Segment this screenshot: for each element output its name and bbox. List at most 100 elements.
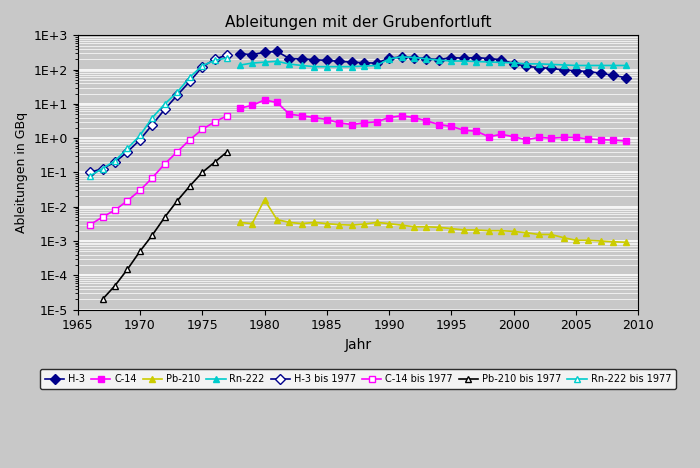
H-3 [547,66,555,71]
H-3 bis 1977 [111,159,119,165]
C-14 [447,124,456,129]
Pb-210 bis 1977 [123,266,132,272]
Rn-222 bis 1977 [198,63,206,68]
Y-axis label: Ableitungen in GBq: Ableitungen in GBq [15,112,28,233]
H-3 bis 1977 [161,106,169,112]
Rn-222 [522,61,531,66]
H-3 bis 1977 [198,64,206,70]
Rn-222 bis 1977 [136,132,144,138]
H-3 [260,50,269,55]
H-3 bis 1977 [173,92,181,98]
Pb-210 [248,221,256,227]
H-3 [422,56,430,61]
Rn-222 [335,64,344,69]
H-3 [510,61,518,66]
C-14 [347,122,356,127]
Pb-210 bis 1977 [99,296,107,302]
H-3 [472,55,480,60]
H-3 [572,68,580,73]
Rn-222 [484,59,493,65]
Pb-210 [435,225,443,230]
C-14 [497,132,505,137]
Pb-210 bis 1977 [136,249,144,254]
Pb-210 [360,221,368,227]
C-14 bis 1977 [86,222,94,227]
C-14 bis 1977 [161,161,169,167]
Pb-210 [497,228,505,234]
Rn-222 [273,58,281,64]
H-3 [596,71,605,76]
C-14 [534,135,542,140]
Pb-210 [235,219,244,225]
H-3 [622,75,630,80]
H-3 [609,73,617,78]
Rn-222 bis 1977 [111,158,119,163]
H-3 [273,49,281,54]
Pb-210 [335,222,344,227]
Rn-222 [460,58,468,64]
Pb-210 [472,227,480,233]
C-14 bis 1977 [148,175,157,181]
Pb-210 bis 1977 [161,214,169,220]
Legend: H-3, C-14, Pb-210, Rn-222, H-3 bis 1977, C-14 bis 1977, Pb-210 bis 1977, Rn-222 : H-3, C-14, Pb-210, Rn-222, H-3 bis 1977,… [40,369,676,389]
C-14 [622,139,630,144]
C-14 [435,122,443,127]
C-14 bis 1977 [198,127,206,132]
Pb-210 [310,219,319,225]
H-3 [323,58,331,63]
Rn-222 [372,63,381,68]
C-14 bis 1977 [99,214,107,220]
Rn-222 [609,63,617,68]
Rn-222 [497,59,505,65]
H-3 [335,58,344,64]
H-3 [460,55,468,61]
H-3 bis 1977 [211,57,219,62]
C-14 [460,127,468,133]
Rn-222 [447,58,456,64]
Rn-222 bis 1977 [211,58,219,63]
H-3 bis 1977 [223,52,231,58]
C-14 bis 1977 [123,198,132,204]
Rn-222 bis 1977 [223,55,231,61]
Rn-222 [385,56,393,62]
C-14 [559,135,568,140]
H-3 bis 1977 [99,166,107,171]
C-14 [472,128,480,134]
Rn-222 bis 1977 [86,173,94,179]
H-3 [398,54,406,60]
Line: Pb-210: Pb-210 [236,196,629,246]
Title: Ableitungen mit der Grubenfortluft: Ableitungen mit der Grubenfortluft [225,15,491,30]
Pb-210 [398,222,406,228]
H-3 [248,52,256,58]
Pb-210 [385,221,393,227]
H-3 bis 1977 [186,79,194,84]
Pb-210 [298,221,306,227]
C-14 [273,100,281,105]
Rn-222 [260,59,269,65]
Pb-210 [285,219,293,225]
Rn-222 [347,64,356,69]
Rn-222 [622,63,630,68]
Line: H-3 bis 1977: H-3 bis 1977 [87,51,230,176]
Rn-222 [323,64,331,69]
H-3 [522,64,531,69]
C-14 bis 1977 [111,207,119,213]
C-14 [547,135,555,141]
H-3 bis 1977 [136,137,144,143]
H-3 [559,67,568,73]
H-3 [385,55,393,61]
Pb-210 [447,226,456,231]
C-14 [398,113,406,118]
Pb-210 [609,239,617,245]
C-14 [422,118,430,124]
C-14 [584,136,593,142]
Pb-210 bis 1977 [186,183,194,189]
C-14 bis 1977 [186,137,194,143]
Pb-210 [273,217,281,222]
Pb-210 [422,224,430,230]
C-14 [484,134,493,139]
C-14 [572,135,580,140]
Pb-210 [260,197,269,203]
Rn-222 [360,63,368,69]
H-3 [347,59,356,65]
